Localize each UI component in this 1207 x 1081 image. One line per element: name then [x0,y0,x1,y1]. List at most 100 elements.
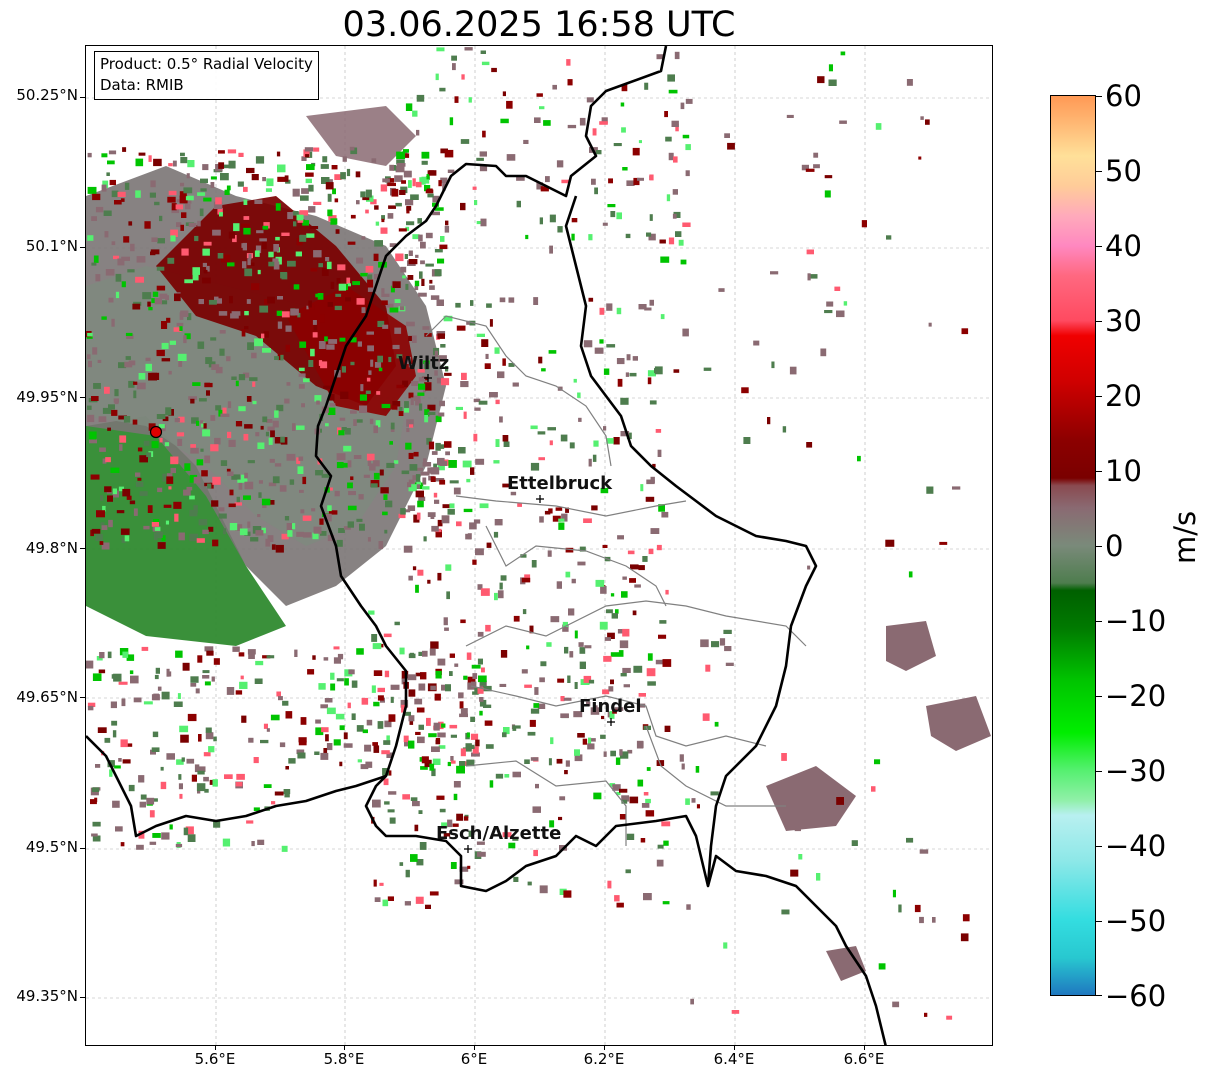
radar-speckle [247,262,255,266]
radar-speckle [130,243,135,252]
radar-speckle [583,518,592,523]
radar-speckle [145,363,152,372]
radar-speckle [824,175,833,179]
radar-speckle [437,333,445,339]
radar-speckle [107,160,115,165]
radar-speckle [153,158,162,167]
radar-speckle [184,333,191,340]
radar-speckle [102,407,112,414]
radar-speckle [327,302,333,307]
radar-speckle [285,711,293,719]
radar-speckle [402,153,410,158]
radar-speckle [383,778,389,786]
radar-speckle [770,271,779,275]
radar-speckle [892,889,896,898]
radar-speckle [180,182,185,187]
radar-speckle [616,307,622,315]
radar-speckle [579,546,586,552]
radar-speckle [305,178,312,184]
radar-speckle [298,456,304,461]
radar-speckle [453,487,461,495]
radar-speckle [682,328,689,337]
radar-speckle [107,651,112,659]
radar-speckle [516,175,525,181]
radar-speckle [248,737,254,743]
colorbar-tick-label: −20 [1105,679,1167,713]
radar-speckle [246,299,251,304]
radar-speckle [226,356,231,362]
radar-speckle [480,50,486,54]
radar-speckle [408,364,413,368]
radar-speckle [440,378,450,386]
radar-speckle [458,692,464,699]
radar-speckle [218,162,225,169]
radar-speckle [381,218,385,223]
radar-speckle [565,760,570,767]
radar-speckle [181,757,185,762]
radar-speckle [327,407,336,415]
radar-speckle [871,786,876,792]
radar-map[interactable]: Wiltz Ettelbruck Findel Esch/Alzette [85,45,993,1046]
radar-speckle [388,714,396,722]
radar-speckle [569,442,575,449]
radar-speckle [378,541,384,549]
radar-speckle [408,392,414,399]
radar-speckle [521,577,531,583]
radar-speckle [369,463,376,471]
radar-speckle [839,120,847,124]
radar-speckle [151,694,160,701]
radar-speckle [252,381,256,387]
radar-speckle [347,702,351,709]
radar-speckle [644,307,652,311]
radar-speckle [119,435,127,443]
radar-speckle [317,293,324,300]
radar-speckle [561,179,570,184]
radar-speckle [224,189,230,195]
radar-speckle [513,876,519,882]
radar-speckle [461,372,467,380]
radar-speckle [308,360,314,367]
radar-speckle [415,672,422,677]
radar-speckle [430,295,440,300]
radar-speckle [212,476,221,485]
colorbar-tick-label: 20 [1105,379,1142,413]
radar-speckle [235,782,243,787]
radar-speckle [208,746,215,753]
radar-speckle [209,482,214,489]
radar-speckle [296,214,304,221]
radar-speckle [489,780,494,788]
radar-speckle [571,233,575,241]
radar-speckle [415,896,424,904]
radar-speckle [645,810,655,817]
radar-speckle [336,462,344,469]
radar-speckle [429,648,436,656]
radar-speckle [272,258,279,264]
radar-speckle [559,888,567,895]
radar-speckle [807,565,811,570]
radar-speckle [412,566,417,571]
radar-speckle [404,401,409,408]
radar-speckle [824,310,833,314]
radar-speckle [156,266,165,271]
radar-speckle [202,248,210,256]
radar-speckle [613,437,620,445]
radar-speckle [189,474,198,483]
radar-speckle [194,764,200,773]
radar-speckle [836,310,845,318]
radar-speckle [646,767,651,771]
radar-speckle [434,693,441,701]
radar-speckle [298,741,307,746]
radar-speckle [638,693,646,697]
radar-speckle [334,198,339,203]
radar-speckle [198,766,206,772]
radar-speckle [445,220,449,226]
radar-speckle [215,405,222,411]
radar-speckle [202,670,210,674]
radar-speckle [418,383,427,390]
radar-speckle [255,432,260,437]
radar-speckle [95,764,101,768]
radar-speckle [183,489,191,496]
radar-speckle [481,339,489,347]
radar-speckle [495,399,500,405]
radar-speckle [213,658,220,665]
